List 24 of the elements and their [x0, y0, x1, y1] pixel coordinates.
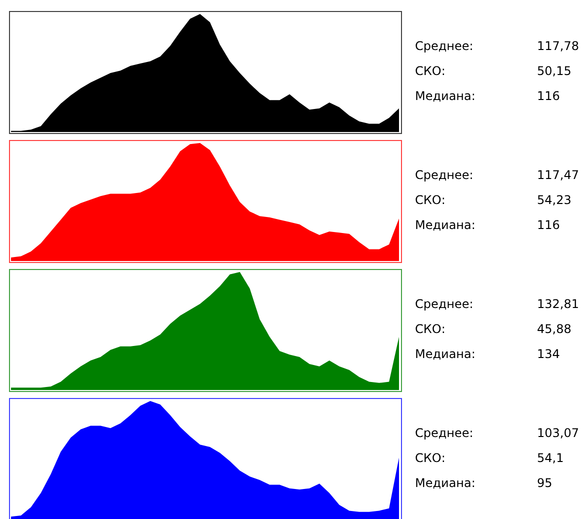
text: Среднее: [415, 426, 474, 440]
text: 116 [537, 218, 560, 232]
text: Среднее: [415, 168, 474, 182]
text: Медиана: [415, 218, 476, 232]
text: 50,15 [537, 64, 572, 78]
text: 117,78 [537, 39, 579, 53]
text: Медиана: [415, 347, 476, 361]
text: 54,1 [537, 451, 564, 465]
text: 117,47 [537, 168, 579, 182]
text: Среднее: [415, 39, 474, 53]
text: 116 [537, 89, 560, 103]
text: СКО: [415, 64, 446, 78]
text: СКО: [415, 451, 446, 465]
text: 45,88 [537, 322, 572, 336]
text: СКО: [415, 322, 446, 336]
text: 134 [537, 347, 560, 361]
text: 95 [537, 476, 552, 490]
text: Медиана: [415, 476, 476, 490]
text: Медиана: [415, 89, 476, 103]
text: 54,23 [537, 193, 572, 207]
text: СКО: [415, 193, 446, 207]
text: 132,81 [537, 297, 579, 311]
text: 103,07 [537, 426, 579, 440]
text: Среднее: [415, 297, 474, 311]
